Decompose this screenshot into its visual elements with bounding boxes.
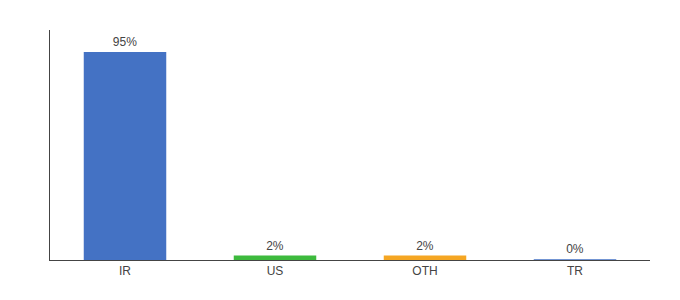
svg-text:TR: TR bbox=[567, 264, 583, 278]
svg-text:IR: IR bbox=[119, 264, 131, 278]
svg-text:US: US bbox=[267, 264, 284, 278]
svg-text:2%: 2% bbox=[416, 239, 434, 253]
svg-text:OTH: OTH bbox=[412, 264, 437, 278]
svg-text:2%: 2% bbox=[266, 239, 284, 253]
svg-text:95%: 95% bbox=[113, 35, 137, 49]
svg-text:0%: 0% bbox=[566, 242, 584, 256]
